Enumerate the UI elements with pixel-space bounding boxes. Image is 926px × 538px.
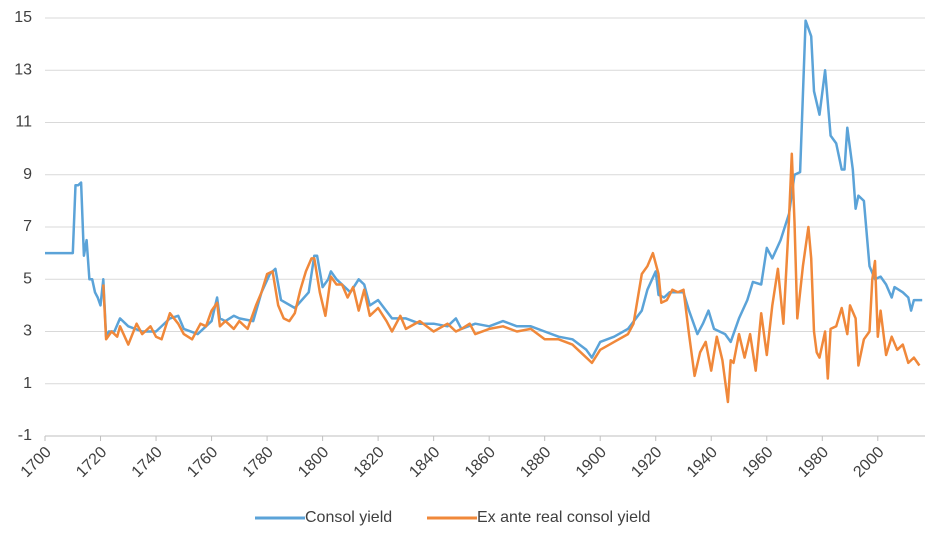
y-tick-label: -1 <box>18 427 32 444</box>
x-tick-label: 1980 <box>795 444 832 481</box>
x-tick-label: 1760 <box>184 444 221 481</box>
y-tick-label: 5 <box>23 270 32 287</box>
x-tick-label: 1720 <box>73 444 110 481</box>
y-tick-label: 3 <box>23 323 32 340</box>
x-tick-label: 1740 <box>129 444 166 481</box>
y-tick-label: 15 <box>14 9 32 26</box>
y-tick-label: 11 <box>15 114 32 131</box>
series-line <box>45 19 923 359</box>
x-tick-label: 1880 <box>517 444 554 481</box>
x-tick-label: 1840 <box>406 444 443 481</box>
y-tick-label: 13 <box>14 61 32 78</box>
x-tick-label: 1780 <box>240 444 277 481</box>
series-line <box>102 152 921 404</box>
x-tick-label: 1940 <box>684 444 721 481</box>
x-tick-label: 1820 <box>351 444 388 481</box>
x-tick-label: 1800 <box>295 444 332 481</box>
x-tick-label: 1700 <box>18 444 55 481</box>
x-tick-label: 1900 <box>573 444 610 481</box>
y-tick-label: 1 <box>23 375 32 392</box>
x-tick-label: 1960 <box>739 444 776 481</box>
legend-label: Consol yield <box>305 509 392 526</box>
x-tick-label: 2000 <box>850 444 887 481</box>
y-tick-label: 9 <box>23 166 32 183</box>
x-tick-label: 1860 <box>462 444 499 481</box>
legend-label: Ex ante real consol yield <box>477 509 650 526</box>
y-tick-label: 7 <box>23 218 32 235</box>
x-tick-label: 1920 <box>628 444 665 481</box>
